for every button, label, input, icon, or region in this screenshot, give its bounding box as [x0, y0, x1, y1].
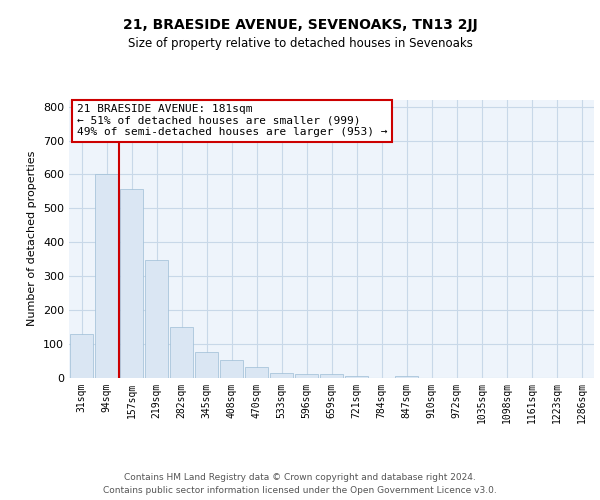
Bar [270, 373, 293, 378]
Text: 21 BRAESIDE AVENUE: 181sqm
← 51% of detached houses are smaller (999)
49% of sem: 21 BRAESIDE AVENUE: 181sqm ← 51% of deta… [77, 104, 388, 138]
Bar [170, 326, 193, 378]
Bar [145, 260, 168, 378]
Text: 21, BRAESIDE AVENUE, SEVENOAKS, TN13 2JJ: 21, BRAESIDE AVENUE, SEVENOAKS, TN13 2JJ [122, 18, 478, 32]
Bar [295, 374, 318, 378]
Bar [95, 174, 118, 378]
Y-axis label: Number of detached properties: Number of detached properties [28, 151, 37, 326]
Bar [345, 376, 368, 378]
Text: Contains public sector information licensed under the Open Government Licence v3: Contains public sector information licen… [103, 486, 497, 495]
Bar [120, 188, 143, 378]
Bar [220, 360, 243, 378]
Bar [245, 368, 268, 378]
Text: Size of property relative to detached houses in Sevenoaks: Size of property relative to detached ho… [128, 38, 472, 51]
Bar [70, 334, 93, 378]
Bar [195, 352, 218, 378]
Bar [320, 374, 343, 378]
Text: Contains HM Land Registry data © Crown copyright and database right 2024.: Contains HM Land Registry data © Crown c… [124, 472, 476, 482]
Bar [395, 376, 418, 378]
